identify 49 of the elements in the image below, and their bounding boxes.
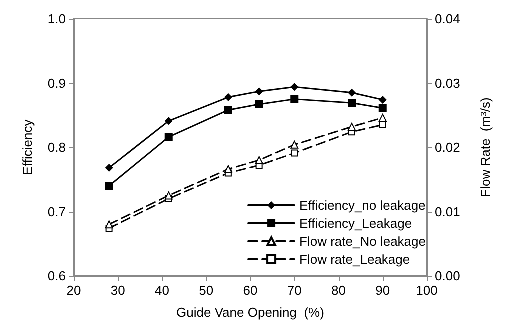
y-tick-label: 0.9 (48, 76, 66, 91)
y-tick-label: 0.6 (48, 268, 66, 284)
point (290, 95, 299, 104)
legend-label: Flow rate_Leakage (300, 252, 410, 267)
point (378, 104, 387, 112)
point (290, 83, 299, 92)
y-tick-label: 0.8 (48, 140, 66, 155)
point (255, 100, 264, 108)
y-tick-label: 1.0 (48, 12, 66, 26)
y2-axis-title: Flow Rate (m³/s) (478, 98, 493, 198)
point (348, 122, 356, 131)
legend-label: Efficiency_no leakage (300, 198, 426, 213)
x-axis-title: Guide Vane Opening (%) (176, 305, 324, 320)
x-tick-label: 70 (287, 283, 302, 298)
x-tick-label: 20 (66, 283, 82, 298)
point (255, 156, 264, 164)
point (224, 93, 232, 102)
point (105, 182, 114, 190)
point (290, 140, 299, 149)
point (378, 96, 387, 104)
y2-tick-label: 0.00 (435, 268, 460, 284)
point (224, 165, 232, 174)
point (164, 192, 173, 200)
y2-tick-label: 0.04 (435, 12, 460, 26)
x-tick-label: 90 (376, 283, 390, 298)
point (164, 133, 173, 142)
point (224, 106, 232, 114)
point (164, 117, 173, 126)
point (105, 164, 114, 172)
x-tick-label: 100 (416, 283, 438, 298)
x-tick-label: 60 (243, 283, 258, 298)
y2-tick-label: 0.02 (435, 140, 460, 155)
y2-tick-label: 0.03 (435, 76, 460, 91)
point (291, 150, 298, 157)
point (348, 88, 356, 97)
legend-label: Flow rate_No leakage (300, 234, 426, 249)
y2-tick-label: 0.01 (435, 204, 460, 220)
y-tick-label: 0.7 (48, 204, 66, 220)
x-tick-label: 80 (332, 283, 346, 298)
x-tick-label: 50 (199, 283, 214, 298)
x-tick-label: 30 (110, 283, 126, 298)
legend-label: Efficiency_Leakage (300, 216, 412, 231)
point (105, 220, 114, 229)
point (348, 99, 356, 108)
y-axis-title: Efficiency (20, 119, 35, 176)
point (378, 114, 387, 122)
x-tick-label: 40 (155, 283, 170, 298)
point (255, 88, 264, 96)
point (379, 122, 386, 129)
